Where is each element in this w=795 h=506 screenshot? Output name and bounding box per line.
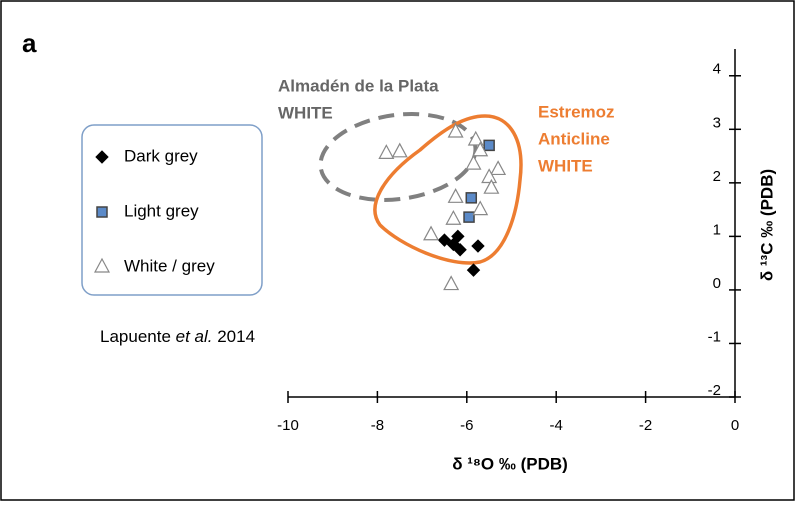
legend-label: Dark grey [124,146,198,165]
y-tick-label: -2 [708,382,721,399]
x-tick-label: -4 [550,417,563,434]
x-axis-label: δ ¹⁸O ‰ (PDB) [452,454,568,473]
citation-part: Lapuente [100,327,176,346]
citation-part: et al. [176,327,213,346]
point [483,178,500,194]
legend-label: Light grey [124,201,199,220]
legend-marker [95,150,109,164]
x-tick-label: -6 [460,417,473,434]
x-tick-label: 0 [731,417,739,434]
point [447,122,464,138]
y-tick-label: 0 [713,275,721,292]
y-axis-label: δ ¹³C ‰ (PDB) [757,169,776,281]
annotation: Estremoz [538,102,615,121]
legend-marker [96,206,108,218]
point [391,142,408,158]
y-tick-label: 4 [713,61,721,78]
annotation: WHITE [278,103,333,122]
y-tick-label: -1 [708,328,721,345]
x-tick-label: -8 [371,417,384,434]
point [466,263,481,277]
y-tick-label: 2 [713,168,721,185]
annotation: Anticline [538,129,610,148]
y-tick-label: 3 [713,114,721,131]
point [423,225,440,241]
point [465,192,478,204]
point [378,144,395,159]
citation: Lapuente et al. 2014 [100,327,255,346]
x-tick-label: -2 [639,417,652,434]
point [490,160,507,176]
point [472,141,489,157]
point [443,275,460,291]
legend-box [81,124,263,296]
point [467,130,484,146]
panel-label: a [22,28,37,58]
point [481,168,498,184]
y-tick-label: 1 [713,221,721,238]
annotation: Almadén de la Plata [278,76,439,95]
annotation: WHITE [538,156,593,175]
point [453,243,467,257]
citation-part: 2014 [213,327,256,346]
legend-label: White / grey [124,256,215,275]
almaden-field [318,112,478,202]
point [483,139,495,152]
point [445,209,462,225]
point [472,200,489,216]
point [437,233,452,247]
point [471,239,485,253]
x-tick-label: -10 [277,417,299,434]
point [447,188,464,203]
legend-marker [93,257,111,273]
point [463,211,475,223]
point [465,154,482,170]
estremoz-field [373,114,523,265]
